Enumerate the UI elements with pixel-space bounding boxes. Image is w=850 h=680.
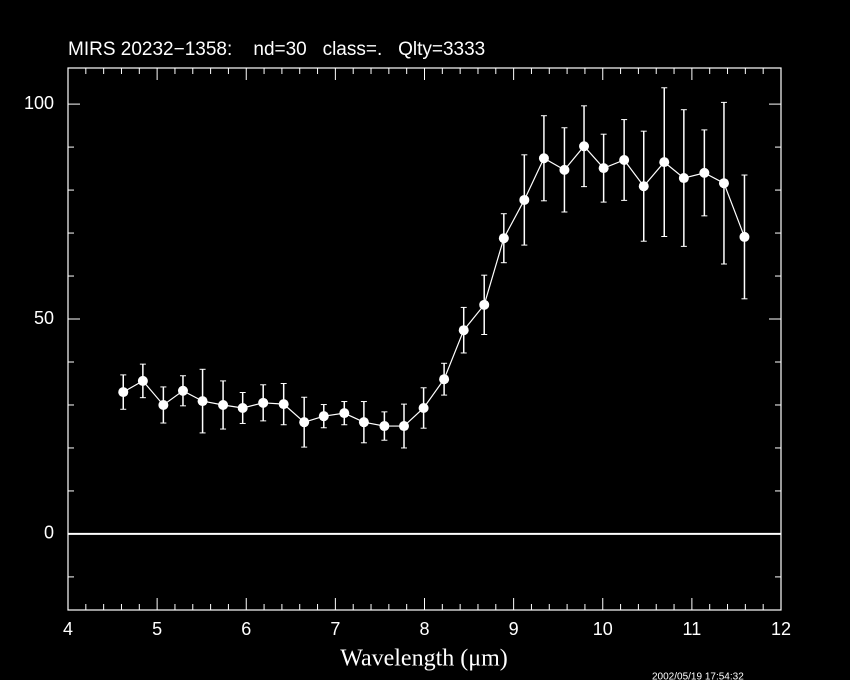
data-point [137, 375, 148, 386]
x-tick-label: 9 [509, 619, 519, 639]
data-point [699, 167, 710, 178]
timestamp: 2002/05/19 17:54:32 [652, 672, 744, 680]
data-point [678, 173, 689, 184]
y-tick-label: 50 [34, 308, 54, 328]
x-tick-label: 5 [152, 619, 162, 639]
data-point [519, 194, 530, 205]
data-point [237, 402, 248, 413]
x-tick-label: 4 [63, 619, 73, 639]
data-point [379, 421, 390, 432]
data-point [358, 417, 369, 428]
chart-title: MIRS 20232−1358: nd=30 class=. Qlty=3333 [68, 39, 485, 60]
data-point [498, 233, 509, 244]
y-tick-label: 100 [24, 93, 54, 113]
x-tick-label: 11 [683, 619, 702, 639]
data-point [559, 164, 570, 175]
data-point [197, 396, 208, 407]
data-point [718, 178, 729, 189]
data-point [258, 397, 269, 408]
data-point [739, 231, 750, 242]
data-point [598, 163, 609, 174]
data-point [339, 408, 350, 419]
data-point [299, 417, 310, 428]
data-point [439, 374, 450, 385]
data-point [638, 181, 649, 192]
data-point [579, 141, 590, 152]
data-point [118, 387, 129, 398]
data-point [659, 157, 670, 168]
data-point [318, 411, 329, 422]
data-point [218, 399, 229, 410]
data-point [418, 402, 429, 413]
x-tick-label: 8 [419, 619, 429, 639]
x-axis-label: Wavelength (μm) [340, 646, 508, 672]
data-point [538, 153, 549, 164]
data-point [177, 385, 188, 396]
data-point [458, 325, 469, 336]
x-tick-label: 10 [593, 619, 613, 639]
data-point [399, 421, 410, 432]
data-point [278, 399, 289, 410]
data-point [158, 399, 169, 410]
x-tick-label: 7 [330, 619, 340, 639]
x-tick-label: 6 [241, 619, 251, 639]
y-tick-label: 0 [44, 523, 54, 543]
data-point [619, 154, 630, 165]
x-tick-label: 12 [771, 619, 791, 639]
data-point [479, 299, 490, 310]
